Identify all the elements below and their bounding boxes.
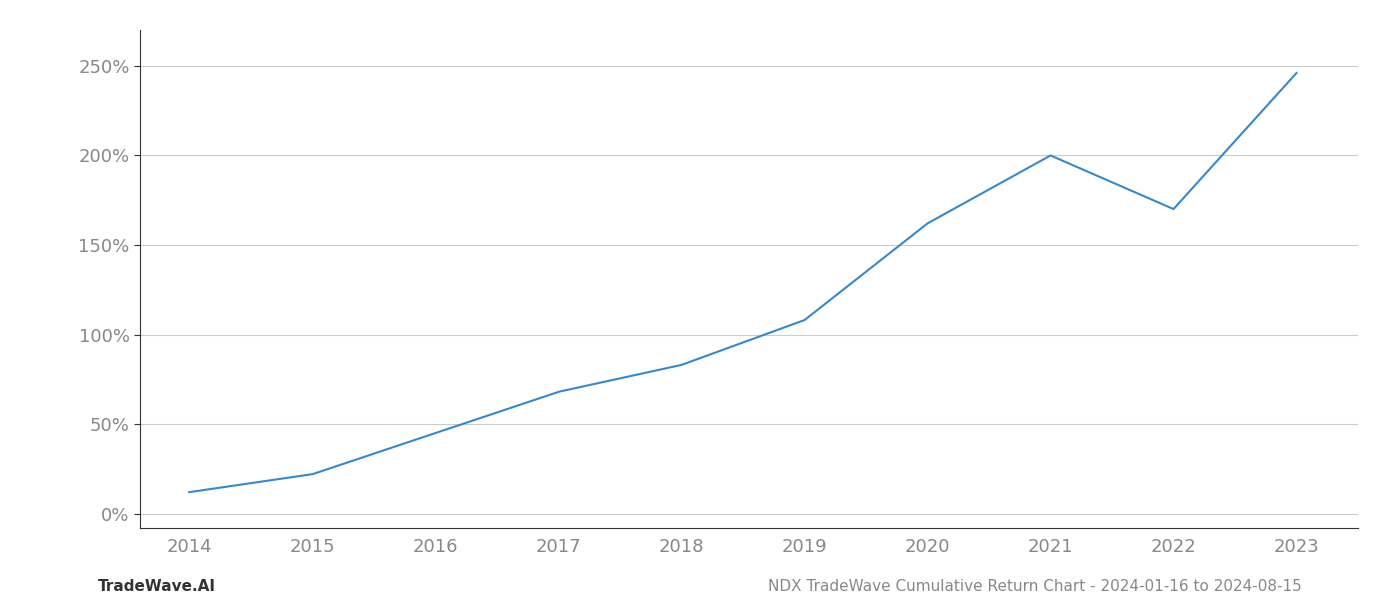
Text: TradeWave.AI: TradeWave.AI [98, 579, 216, 594]
Text: NDX TradeWave Cumulative Return Chart - 2024-01-16 to 2024-08-15: NDX TradeWave Cumulative Return Chart - … [769, 579, 1302, 594]
